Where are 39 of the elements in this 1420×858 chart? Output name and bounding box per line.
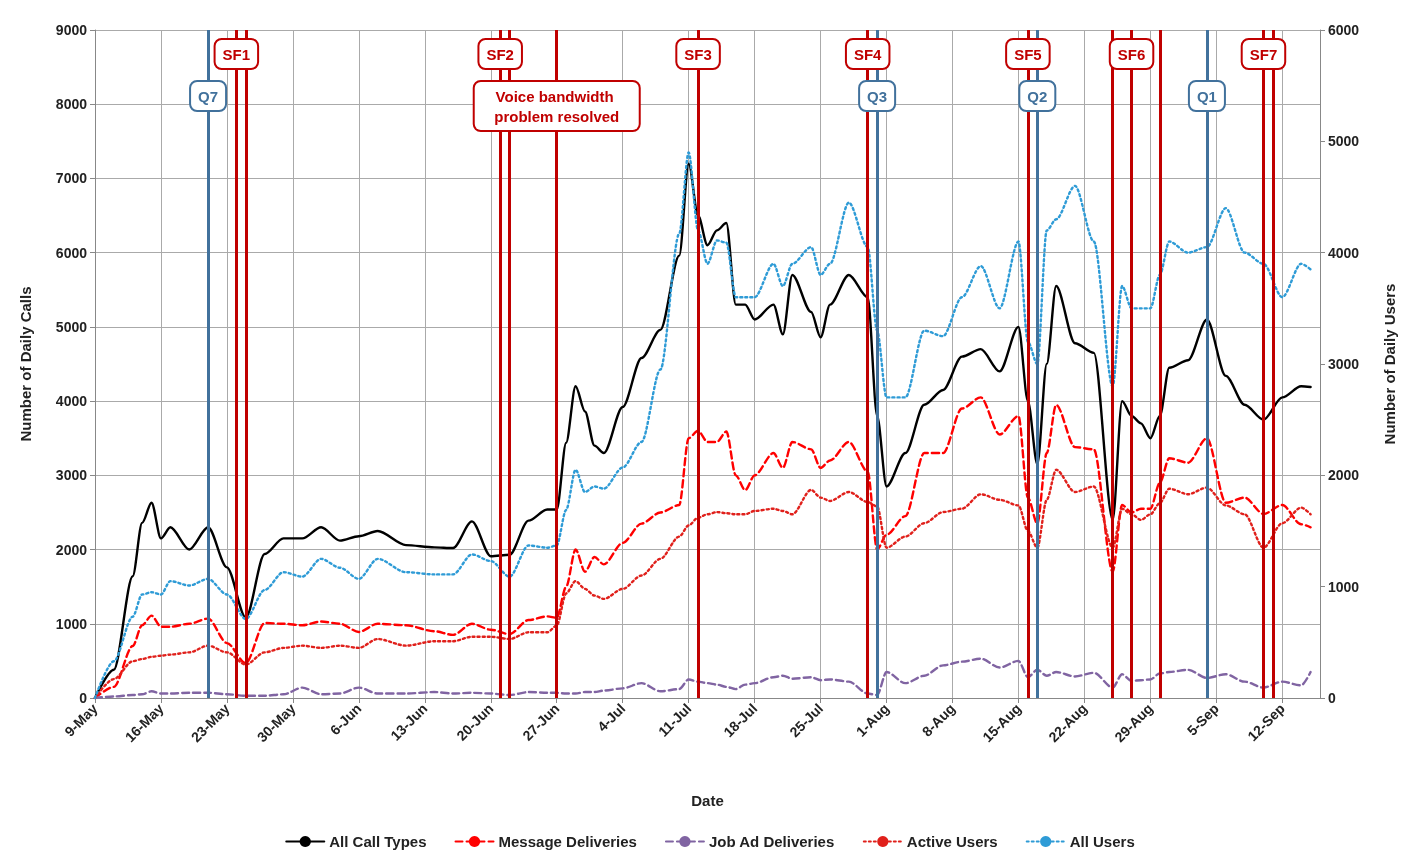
y-axis-title: Number of Daily Calls	[17, 286, 34, 442]
y-tick-label: 7000	[55, 170, 88, 187]
y2-tick-label: 1000	[1328, 578, 1360, 595]
ref-line-label: SF7	[1249, 45, 1278, 63]
legend-label: All Call Types	[329, 833, 427, 850]
y-tick-label: 1000	[55, 615, 88, 632]
ref-line-label: Q1	[1196, 87, 1217, 105]
ref-line-label: Voice bandwidth problem resolved	[494, 87, 620, 125]
y-tick-label: 3000	[55, 467, 88, 484]
ref-line-label: Q2	[1027, 87, 1048, 105]
y2-tick-label: 0	[1328, 690, 1336, 706]
y-tick-label: 2000	[55, 541, 88, 558]
y2-tick-label: 5000	[1328, 133, 1360, 150]
y2-axis-title: Number of Daily Users	[1381, 283, 1398, 445]
y-tick-label: 0	[79, 690, 88, 706]
ref-line-label: SF1	[222, 45, 251, 63]
y-tick-label: 4000	[55, 393, 88, 410]
ref-line-label: SF2	[486, 45, 514, 63]
ref-line-label: Q7	[198, 87, 219, 105]
y-tick-label: 5000	[55, 318, 88, 335]
ref-line-label: SF4	[853, 45, 883, 63]
x-axis-title: Date	[691, 792, 724, 809]
ref-line-label: SF3	[684, 45, 712, 63]
y2-tick-label: 2000	[1328, 467, 1360, 484]
legend-label: Active Users	[906, 833, 998, 850]
line-series	[93, 657, 1312, 700]
y-tick-label: 9000	[55, 22, 88, 38]
line-series	[93, 468, 1312, 700]
y2-tick-label: 4000	[1328, 244, 1360, 261]
ref-line-label: SF5	[1014, 45, 1042, 63]
ref-line-label: SF6	[1117, 45, 1146, 63]
legend-label: All Users	[1069, 833, 1135, 850]
legend-label: Job Ad Deliveries	[708, 833, 835, 850]
y-tick-label: 8000	[55, 96, 88, 113]
ref-line-label: Q3	[867, 87, 888, 105]
y2-tick-label: 6000	[1328, 22, 1360, 38]
legend-label: Message Deliveries	[498, 833, 637, 850]
y-tick-label: 6000	[55, 244, 88, 261]
y2-tick-label: 3000	[1328, 356, 1360, 372]
